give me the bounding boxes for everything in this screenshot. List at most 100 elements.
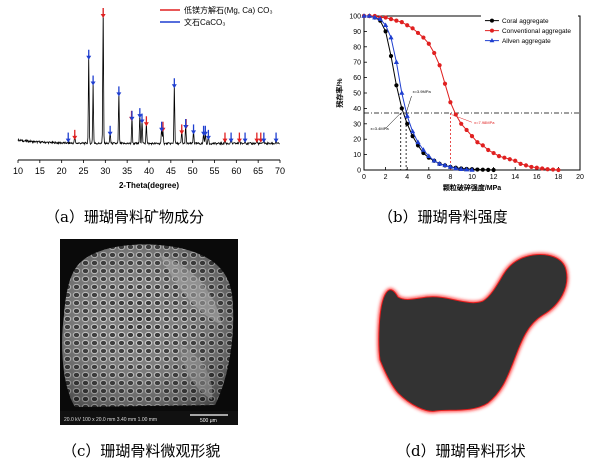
series-point (437, 63, 442, 68)
sem-image: 20.0 kV 100 x 20.0 mm 3.40 mm 1.00 mm 50… (60, 239, 238, 425)
aragonite-arrow-head (183, 124, 189, 129)
shape-panel: （d）珊瑚骨料形状 (298, 235, 597, 467)
series-point (469, 167, 475, 172)
series-point (383, 15, 388, 20)
xrd-x-tick-label: 70 (275, 166, 285, 176)
series-point (545, 167, 550, 172)
series-point (480, 143, 485, 148)
strength-y-tick-label: 0 (357, 168, 361, 175)
legend-marker (489, 38, 495, 43)
aragonite-arrow-head (116, 92, 122, 97)
xrd-chart: 10 15 20 25 30 35 40 45 50 55 60 65 70 2-Theta(degree… (13, 5, 285, 190)
strength-y-tick-label: 30 (353, 121, 361, 128)
calcite-arrow-head (143, 122, 149, 127)
aragonite-arrow-head (107, 131, 113, 136)
aragonite-arrow-head (65, 138, 71, 143)
xrd-x-tick-label: 50 (188, 166, 198, 176)
series-point (442, 162, 448, 168)
xrd-legend-label: 文石CaCO₃ (184, 17, 225, 27)
strength-panel: 0 2 4 6 8 10 12 14 16 18 20 0 10 20 30 40 50 60 70 80 90 100 残… (298, 0, 597, 235)
series-point (399, 20, 404, 25)
aragonite-arrow-head (159, 127, 165, 132)
strength-x-tick-label: 12 (490, 174, 498, 181)
strength-x-tick-label: 10 (468, 174, 476, 181)
strength-x-tick-label: 2 (384, 174, 388, 181)
strength-y-tick-label: 10 (353, 152, 361, 159)
legend-label: Conventional aggregate (502, 28, 571, 35)
series-point (513, 158, 518, 163)
legend-label: Coral aggregate (502, 18, 549, 25)
calcite-arrow-head (179, 130, 185, 135)
series-point (394, 83, 399, 88)
xrd-x-tick-label: 15 (35, 166, 45, 176)
sem-scale-label: 500 μm (200, 418, 217, 424)
series-point (410, 26, 415, 31)
series-point (405, 23, 410, 28)
series-point (372, 14, 378, 20)
xrd-x-tick-label: 65 (253, 166, 263, 176)
series-point (399, 106, 404, 111)
strength-x-tick-label: 20 (576, 174, 584, 181)
xrd-x-tick-label: 45 (166, 166, 176, 176)
series-point (453, 165, 459, 171)
annotation-label: x=3.9MPa (413, 89, 432, 94)
strength-y-tick-label: 20 (353, 137, 361, 144)
series-point (480, 167, 485, 172)
strength-x-tick-label: 0 (362, 174, 366, 181)
strength-chart: 0 2 4 6 8 10 12 14 16 18 20 0 10 20 30 40 50 60 70 80 90 100 残… (335, 13, 584, 192)
series-point (415, 30, 421, 36)
series-point (496, 154, 502, 159)
series-point (534, 165, 539, 170)
aragonite-arrow-head (273, 138, 279, 143)
series-point (507, 157, 512, 162)
series-point (383, 22, 389, 28)
series-point (394, 18, 399, 23)
strength-x-tick-label: 16 (533, 174, 541, 181)
legend-marker (489, 18, 494, 23)
xrd-x-tick-label: 25 (78, 166, 88, 176)
aragonite-arrow-head (228, 138, 234, 143)
strength-y-tick-label: 70 (353, 60, 361, 67)
aragonite-arrow-head (137, 114, 143, 119)
series-point (523, 163, 529, 168)
series-point (540, 166, 545, 171)
aragonite-arrow-head (205, 135, 211, 140)
series-point (469, 134, 475, 139)
calcite-arrow-head (254, 138, 260, 143)
particle-body (378, 254, 568, 412)
aragonite-arrow-head (261, 138, 267, 143)
series-point (426, 153, 432, 158)
series-point (475, 140, 480, 145)
xrd-x-tick-label: 20 (57, 166, 67, 176)
strength-x-axis-label: 颗粒破碎强度/MPa (443, 183, 501, 192)
series-point (442, 81, 448, 86)
strength-y-tick-label: 80 (353, 44, 361, 51)
xrd-pattern-line (17, 7, 280, 146)
series-point (388, 34, 394, 40)
strength-y-tick-label: 90 (353, 29, 361, 36)
strength-x-tick-label: 4 (405, 174, 409, 181)
aragonite-arrow-head (191, 130, 197, 135)
series-point (404, 113, 410, 118)
calcite-arrow-head (222, 138, 228, 143)
strength-y-tick-label: 40 (353, 106, 361, 113)
series-point (361, 13, 367, 18)
annotation-leader (451, 114, 473, 123)
annotation-leader (405, 96, 412, 114)
strength-y-tick-label: 100 (349, 14, 361, 21)
series-point (366, 13, 372, 18)
series-point (415, 139, 421, 145)
xrd-x-tick-label: 35 (122, 166, 132, 176)
aragonite-arrow-head (242, 138, 248, 143)
legend-marker (489, 28, 494, 33)
series-point (491, 150, 496, 156)
series-point (383, 29, 388, 34)
series-point (459, 121, 464, 126)
series-point (421, 150, 426, 156)
strength-x-tick-label: 18 (555, 174, 563, 181)
calcite-arrow-head (72, 135, 78, 140)
xrd-x-axis-label: 2-Theta(degree) (119, 181, 179, 190)
series-point (388, 16, 394, 22)
xrd-caption: （a）珊瑚骨料矿物成分 (45, 208, 204, 226)
series-point (420, 147, 426, 152)
